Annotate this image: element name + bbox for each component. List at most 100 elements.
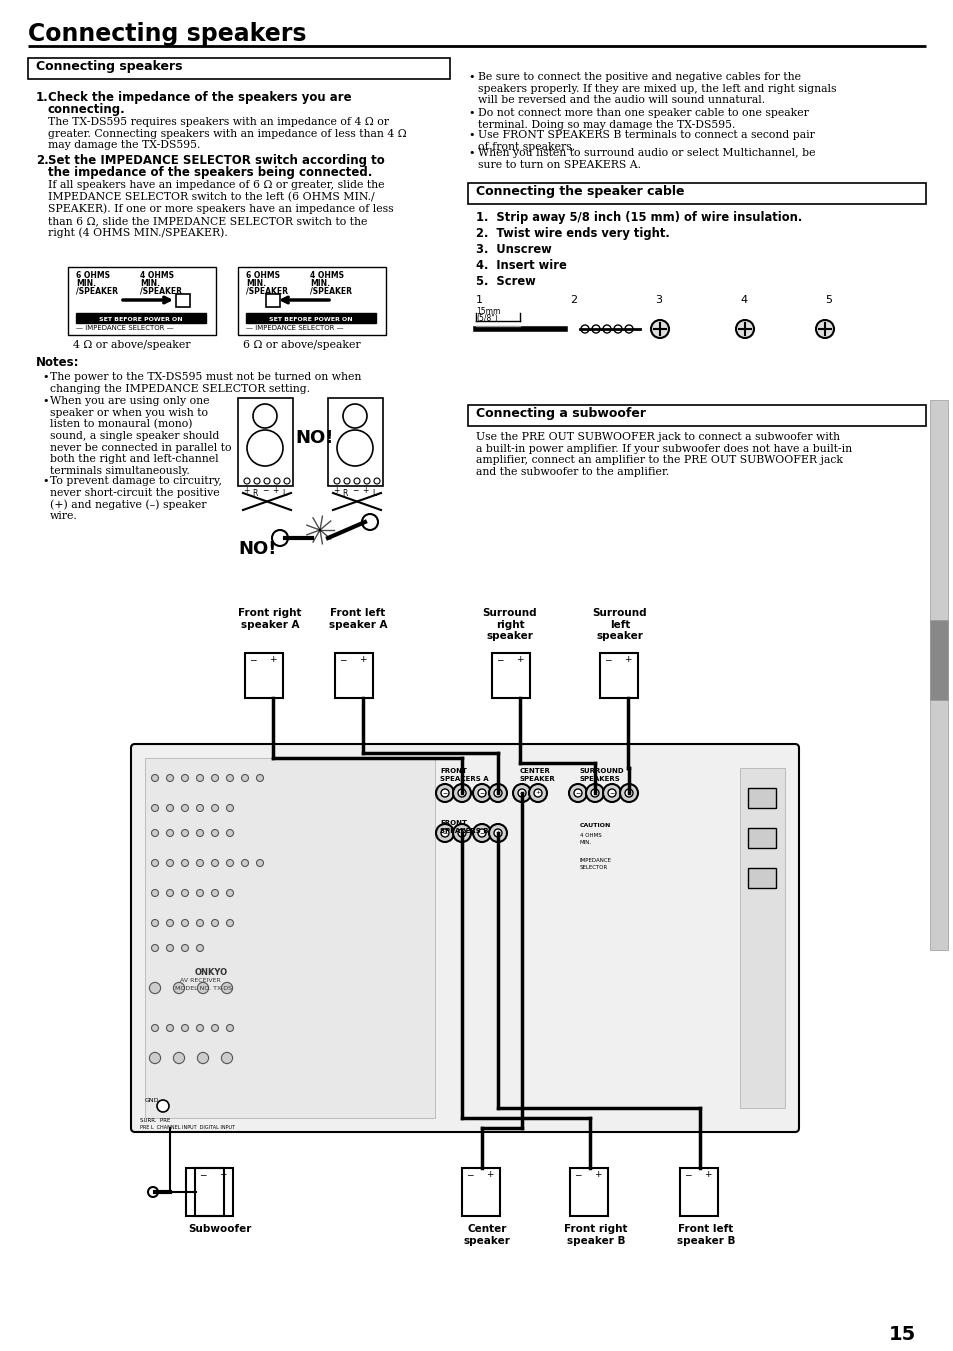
Circle shape xyxy=(580,326,588,332)
Text: 3.  Unscrew: 3. Unscrew xyxy=(476,243,551,255)
Text: Connecting a subwoofer: Connecting a subwoofer xyxy=(476,407,645,420)
Text: −: − xyxy=(338,655,346,663)
Circle shape xyxy=(212,804,218,812)
Circle shape xyxy=(150,1052,160,1063)
Text: The TX-DS595 requires speakers with an impedance of 4 Ω or
greater. Connecting s: The TX-DS595 requires speakers with an i… xyxy=(48,118,406,150)
Bar xyxy=(68,267,215,335)
Text: −: − xyxy=(262,486,268,494)
Text: Connecting the speaker cable: Connecting the speaker cable xyxy=(476,185,684,199)
Text: SPEAKERS B: SPEAKERS B xyxy=(439,828,488,834)
Circle shape xyxy=(489,784,506,802)
Text: −: − xyxy=(603,655,611,663)
Circle shape xyxy=(574,789,581,797)
Text: •: • xyxy=(42,396,49,407)
Circle shape xyxy=(152,1024,158,1032)
Circle shape xyxy=(477,830,485,838)
Circle shape xyxy=(152,774,158,781)
Text: +: + xyxy=(516,655,523,663)
Text: When you listen to surround audio or select Multichannel, be
sure to turn on SPE: When you listen to surround audio or sel… xyxy=(477,149,815,170)
Text: /SPEAKER: /SPEAKER xyxy=(310,286,352,295)
Circle shape xyxy=(150,982,160,993)
Circle shape xyxy=(534,789,541,797)
Text: SET BEFORE POWER ON: SET BEFORE POWER ON xyxy=(269,317,353,322)
Text: 6 OHMS: 6 OHMS xyxy=(246,272,280,280)
Bar xyxy=(747,867,775,888)
Text: +: + xyxy=(458,830,464,835)
Circle shape xyxy=(453,784,471,802)
Text: +: + xyxy=(243,486,249,494)
Text: Connecting speakers: Connecting speakers xyxy=(28,22,306,46)
Text: /SPEAKER: /SPEAKER xyxy=(246,286,288,295)
Text: −: − xyxy=(496,655,503,663)
Circle shape xyxy=(513,784,531,802)
Text: When you are using only one
speaker or when you wish to
listen to monaural (mono: When you are using only one speaker or w… xyxy=(50,396,232,476)
Text: Connecting speakers: Connecting speakers xyxy=(36,59,182,73)
Text: R: R xyxy=(341,489,347,499)
Bar xyxy=(461,1169,499,1216)
Text: −: − xyxy=(683,1170,691,1179)
Text: +: + xyxy=(458,790,464,794)
Text: +: + xyxy=(361,486,368,494)
Text: 1: 1 xyxy=(476,295,482,305)
Circle shape xyxy=(167,774,173,781)
Text: +: + xyxy=(485,1170,493,1179)
Text: — IMPEDANCE SELECTOR —: — IMPEDANCE SELECTOR — xyxy=(246,326,343,331)
Bar xyxy=(186,1169,224,1216)
Bar xyxy=(468,405,925,426)
Circle shape xyxy=(152,830,158,836)
Text: The power to the TX-DS595 must not be turned on when
changing the IMPEDANCE SELE: The power to the TX-DS595 must not be tu… xyxy=(50,372,361,393)
Circle shape xyxy=(152,920,158,927)
Circle shape xyxy=(473,824,491,842)
Text: MIN.: MIN. xyxy=(579,840,592,844)
FancyBboxPatch shape xyxy=(131,744,799,1132)
Text: Subwoofer: Subwoofer xyxy=(188,1224,252,1233)
Circle shape xyxy=(226,830,233,836)
Text: Notes:: Notes: xyxy=(36,357,79,369)
Bar xyxy=(929,620,947,700)
Circle shape xyxy=(167,804,173,812)
Bar xyxy=(28,58,450,78)
Bar xyxy=(929,400,947,950)
Bar xyxy=(266,295,280,307)
Circle shape xyxy=(256,859,263,866)
Circle shape xyxy=(602,784,620,802)
Circle shape xyxy=(212,1024,218,1032)
Circle shape xyxy=(167,1024,173,1032)
Circle shape xyxy=(157,1100,169,1112)
Circle shape xyxy=(226,859,233,866)
Text: Use FRONT SPEAKERS B terminals to connect a second pair
of front speakers.: Use FRONT SPEAKERS B terminals to connec… xyxy=(477,130,814,151)
Text: •: • xyxy=(468,108,474,118)
Text: 6 OHMS: 6 OHMS xyxy=(76,272,110,280)
Bar xyxy=(335,653,373,698)
Circle shape xyxy=(624,326,633,332)
Circle shape xyxy=(436,784,454,802)
Circle shape xyxy=(152,944,158,951)
Circle shape xyxy=(650,320,668,338)
Text: 4: 4 xyxy=(740,295,746,305)
Bar xyxy=(679,1169,718,1216)
Text: 4 OHMS: 4 OHMS xyxy=(579,834,601,838)
Text: −: − xyxy=(574,1170,581,1179)
Circle shape xyxy=(457,830,465,838)
Text: GND: GND xyxy=(145,1098,159,1102)
Text: Surround
right
speaker: Surround right speaker xyxy=(482,608,537,642)
Circle shape xyxy=(440,830,449,838)
Text: NO!: NO! xyxy=(237,540,276,558)
Bar xyxy=(492,653,530,698)
Text: SPEAKERS A: SPEAKERS A xyxy=(439,775,488,782)
Text: −: − xyxy=(352,486,358,494)
Text: To prevent damage to circuitry,
never short-circuit the positive
(+) and negativ: To prevent damage to circuitry, never sh… xyxy=(50,476,222,521)
Circle shape xyxy=(181,830,189,836)
Circle shape xyxy=(196,804,203,812)
Circle shape xyxy=(173,1052,185,1063)
Bar xyxy=(194,1169,233,1216)
Text: −: − xyxy=(441,790,447,794)
Circle shape xyxy=(226,804,233,812)
Circle shape xyxy=(152,804,158,812)
Circle shape xyxy=(624,789,633,797)
Bar xyxy=(569,1169,607,1216)
Text: +: + xyxy=(495,830,499,835)
Text: •: • xyxy=(42,372,49,382)
Bar xyxy=(328,399,382,486)
Circle shape xyxy=(212,889,218,897)
